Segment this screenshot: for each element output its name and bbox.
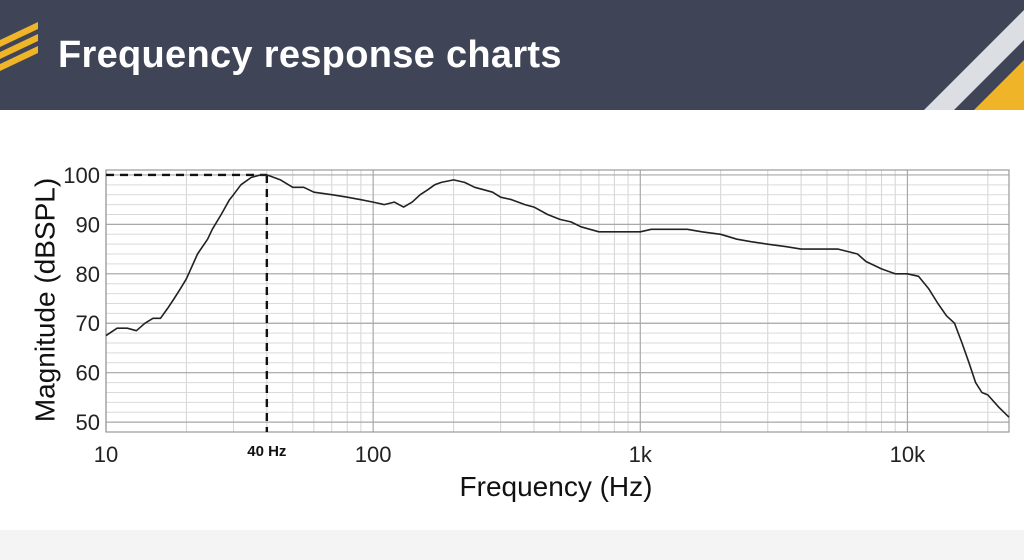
y-tick-label: 50 <box>76 410 100 435</box>
header-bar: Frequency response charts <box>0 0 1024 110</box>
x-axis-title: Frequency (Hz) <box>460 471 653 502</box>
y-axis-title: Magnitude (dBSPL) <box>29 178 60 422</box>
stripes-logo-icon <box>0 22 38 71</box>
x-tick-label: 10k <box>890 442 926 467</box>
corner-accent-icon <box>924 10 1024 110</box>
frequency-response-line <box>105 174 1010 418</box>
chart-panel <box>0 110 1024 530</box>
y-tick-label: 90 <box>76 212 100 237</box>
40hz-marker <box>106 173 269 432</box>
major-gridlines <box>105 170 1009 432</box>
x-tick-label: 100 <box>355 442 392 467</box>
y-tick-label: 70 <box>76 311 100 336</box>
y-tick-label: 80 <box>76 262 100 287</box>
minor-gridlines <box>106 170 1009 432</box>
y-tick-label: 100 <box>63 163 100 188</box>
x-tick-labels: 10 100 1k 10k <box>94 442 926 467</box>
page-title: Frequency response charts <box>58 34 562 76</box>
x-tick-label: 1k <box>629 442 653 467</box>
y-tick-label: 60 <box>76 361 100 386</box>
plot-frame <box>105 169 1010 433</box>
marker-label: 40 Hz <box>247 443 286 460</box>
y-tick-labels: 100 90 80 70 60 50 <box>63 163 100 435</box>
x-tick-label: 10 <box>94 442 118 467</box>
